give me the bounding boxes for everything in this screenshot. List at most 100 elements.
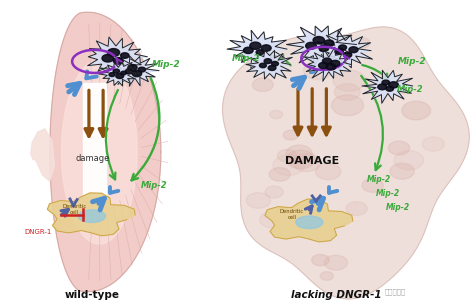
- Text: Mip-2: Mip-2: [232, 54, 261, 63]
- Text: Mip-2: Mip-2: [397, 57, 426, 66]
- Circle shape: [398, 86, 410, 93]
- Circle shape: [315, 163, 341, 180]
- Text: 安健康银行: 安健康银行: [385, 288, 405, 295]
- Circle shape: [349, 47, 358, 53]
- Circle shape: [125, 69, 133, 74]
- Circle shape: [250, 42, 261, 49]
- Circle shape: [306, 42, 316, 49]
- Circle shape: [244, 47, 253, 53]
- Circle shape: [378, 84, 386, 90]
- Circle shape: [102, 54, 114, 62]
- Circle shape: [313, 37, 324, 44]
- Circle shape: [319, 45, 329, 51]
- Polygon shape: [265, 199, 353, 242]
- Circle shape: [389, 82, 398, 88]
- Text: DAMAGE: DAMAGE: [285, 156, 339, 166]
- Polygon shape: [317, 30, 373, 70]
- Circle shape: [277, 150, 297, 162]
- Circle shape: [320, 272, 333, 280]
- Circle shape: [116, 73, 123, 79]
- Polygon shape: [31, 129, 54, 181]
- Polygon shape: [61, 60, 137, 244]
- Circle shape: [324, 40, 334, 46]
- Circle shape: [354, 38, 370, 48]
- Polygon shape: [83, 83, 106, 196]
- Polygon shape: [287, 26, 357, 65]
- Text: lacking DNGR-1: lacking DNGR-1: [290, 290, 381, 300]
- Circle shape: [128, 64, 137, 71]
- Polygon shape: [88, 37, 147, 79]
- Polygon shape: [227, 30, 287, 69]
- Text: Mip-2: Mip-2: [141, 181, 167, 190]
- Polygon shape: [97, 62, 139, 86]
- Circle shape: [388, 141, 410, 155]
- Circle shape: [422, 137, 445, 151]
- Circle shape: [319, 62, 328, 68]
- Circle shape: [265, 186, 283, 198]
- Circle shape: [312, 255, 329, 266]
- Text: Dendritic
cell: Dendritic cell: [280, 209, 304, 220]
- Text: Mip-2: Mip-2: [385, 203, 410, 212]
- Text: Mip-2: Mip-2: [397, 84, 424, 94]
- Ellipse shape: [296, 216, 323, 229]
- Circle shape: [382, 80, 390, 85]
- Circle shape: [335, 49, 343, 54]
- Circle shape: [109, 72, 115, 76]
- Circle shape: [286, 150, 315, 169]
- Text: Mip-2: Mip-2: [151, 60, 180, 69]
- Text: Mip-2: Mip-2: [367, 175, 391, 184]
- Circle shape: [390, 163, 414, 179]
- Circle shape: [304, 61, 332, 80]
- Polygon shape: [0, 0, 208, 307]
- Circle shape: [283, 130, 298, 140]
- Circle shape: [138, 67, 146, 72]
- Circle shape: [261, 45, 271, 51]
- Circle shape: [333, 70, 365, 91]
- Circle shape: [293, 154, 321, 172]
- Polygon shape: [110, 56, 159, 86]
- Polygon shape: [223, 27, 469, 299]
- Circle shape: [394, 151, 424, 170]
- Circle shape: [252, 78, 273, 91]
- Circle shape: [264, 59, 272, 64]
- Polygon shape: [304, 47, 351, 81]
- Circle shape: [268, 65, 276, 71]
- Circle shape: [346, 202, 367, 216]
- Circle shape: [332, 95, 364, 116]
- Polygon shape: [246, 50, 292, 79]
- Polygon shape: [47, 193, 135, 236]
- Text: Dendritic
cell: Dendritic cell: [62, 204, 87, 215]
- Circle shape: [272, 61, 279, 66]
- Text: Mip-2: Mip-2: [376, 189, 400, 198]
- Circle shape: [402, 101, 430, 120]
- Circle shape: [334, 84, 360, 100]
- Circle shape: [343, 52, 352, 58]
- Circle shape: [273, 155, 305, 176]
- Text: wild-type: wild-type: [65, 290, 120, 300]
- Circle shape: [330, 60, 340, 67]
- Circle shape: [121, 71, 126, 75]
- Circle shape: [260, 63, 266, 68]
- Circle shape: [256, 50, 264, 55]
- Circle shape: [113, 69, 120, 73]
- Circle shape: [270, 110, 282, 119]
- Text: DNGR-1: DNGR-1: [24, 229, 52, 235]
- Text: damage: damage: [75, 154, 109, 163]
- Circle shape: [132, 71, 141, 77]
- Circle shape: [326, 64, 336, 70]
- Polygon shape: [50, 12, 161, 292]
- Circle shape: [246, 192, 271, 208]
- Ellipse shape: [78, 210, 105, 223]
- Circle shape: [269, 168, 290, 181]
- Circle shape: [286, 145, 312, 162]
- Circle shape: [362, 178, 384, 192]
- Circle shape: [113, 58, 123, 64]
- Circle shape: [107, 49, 120, 56]
- Circle shape: [323, 58, 332, 64]
- Circle shape: [339, 45, 347, 50]
- Circle shape: [386, 86, 394, 91]
- Circle shape: [260, 211, 285, 228]
- Circle shape: [121, 53, 129, 58]
- Circle shape: [324, 255, 348, 270]
- Polygon shape: [362, 70, 412, 103]
